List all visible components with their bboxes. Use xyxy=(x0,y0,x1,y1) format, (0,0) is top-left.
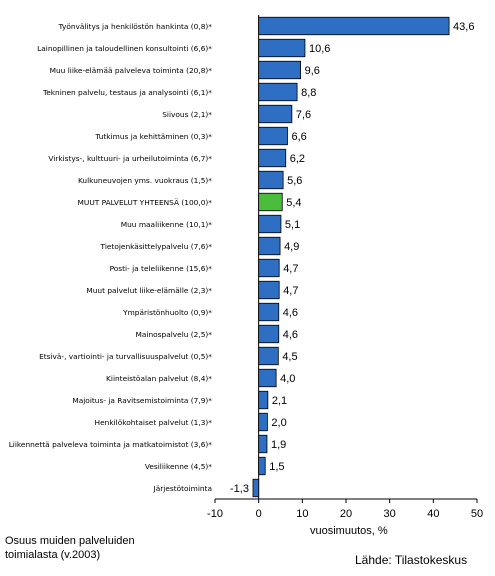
bar xyxy=(258,346,279,366)
category-label: Virkistys-, kulttuuri- ja urheilutoimint… xyxy=(48,154,212,163)
bar xyxy=(258,16,450,36)
bar xyxy=(258,434,268,454)
footnote: Osuus muiden palveluiden toimialasta (v.… xyxy=(5,534,135,562)
data-label: 4,5 xyxy=(282,351,297,363)
plot-area: -10 0 10 20 30 40 50 Työnvälitys ja henkilöstön… xyxy=(9,15,483,520)
category-label: Muu liike-elämää palveleva toiminta (20,… xyxy=(50,66,213,75)
bar xyxy=(258,324,280,344)
bar xyxy=(252,478,260,498)
bar xyxy=(258,170,284,190)
category-label: Kulkuneuvojen yms. vuokraus (1,5)* xyxy=(78,176,212,185)
bar xyxy=(258,258,280,278)
bar xyxy=(258,126,288,146)
category-label: Majoitus- ja Ravitsemistoiminta (7,9)* xyxy=(72,396,212,405)
bar xyxy=(258,60,301,80)
data-label: 5,6 xyxy=(287,175,302,187)
category-label: Siivous (2,1)* xyxy=(162,110,212,119)
source-note: Lähde: Tilastokeskus xyxy=(355,553,468,567)
category-label: Kiinteistöalan palvelut (8,4)* xyxy=(106,374,212,383)
data-label: 43,6 xyxy=(453,21,474,33)
data-label: 6,2 xyxy=(290,153,305,165)
data-label: -1,3 xyxy=(230,483,249,495)
data-label: 4,6 xyxy=(283,329,298,341)
data-label: 4,0 xyxy=(280,373,295,385)
category-label: Posti- ja teleliikenne (15,6)* xyxy=(110,264,213,273)
data-label: 4,9 xyxy=(284,241,299,253)
x-tick-label: 20 xyxy=(340,508,352,520)
data-label: 7,6 xyxy=(296,109,311,121)
data-label: 1,5 xyxy=(269,461,284,473)
x-tick-label: 50 xyxy=(471,508,483,520)
category-label: Ympäristönhuolto (0,9)* xyxy=(122,308,212,317)
category-label: Muu maaliikenne (10,1)* xyxy=(121,220,213,229)
x-tick-label: 30 xyxy=(384,508,396,520)
bar xyxy=(258,302,280,322)
data-label: 4,7 xyxy=(283,285,298,297)
data-label: 5,4 xyxy=(286,197,301,209)
bar xyxy=(258,236,281,256)
category-label: Järjestötoiminta xyxy=(153,484,212,493)
x-tick-label: 10 xyxy=(296,508,308,520)
data-label: 2,0 xyxy=(271,417,286,429)
category-label: Henkilökohtaiset palvelut (1,3)* xyxy=(95,418,213,427)
footnote-line-1: Osuus muiden palveluiden xyxy=(5,535,135,547)
bar xyxy=(258,104,293,124)
x-axis-label: vuosimuutos, % xyxy=(310,525,388,537)
bar xyxy=(258,456,266,476)
data-label: 4,6 xyxy=(283,307,298,319)
footnote-line-2: toimialasta (v.2003) xyxy=(5,549,101,561)
bar xyxy=(258,148,287,168)
category-label: Työnvälitys ja henkilöstön hankinta (0,8… xyxy=(58,22,213,31)
data-label: 1,9 xyxy=(271,439,286,451)
bar xyxy=(258,192,283,212)
data-label: 5,1 xyxy=(285,219,300,231)
data-label: 8,8 xyxy=(301,87,316,99)
bar xyxy=(258,38,306,58)
data-label: 6,6 xyxy=(291,131,306,143)
category-label: Mainospalvelu (2,5)* xyxy=(135,330,212,339)
bar xyxy=(258,82,298,102)
data-label: 10,6 xyxy=(309,43,330,55)
data-label: 4,7 xyxy=(283,263,298,275)
category-label: Tutkimus ja kehittäminen (0,3)* xyxy=(94,132,212,141)
category-label: Tietojenkäsittelypalvelu (7,6)* xyxy=(100,242,213,251)
category-label: Lainopillinen ja taloudellinen konsultoi… xyxy=(37,44,212,53)
bar xyxy=(258,214,282,234)
data-label: 9,6 xyxy=(305,65,320,77)
category-label: MUUT PALVELUT YHTEENSÄ (100,0)* xyxy=(78,198,213,207)
bar xyxy=(258,412,268,432)
bar xyxy=(258,368,277,388)
bar xyxy=(258,280,280,300)
category-label: Vesiliikenne (4,5)* xyxy=(145,462,212,471)
bar xyxy=(258,390,269,410)
x-tick-label: -10 xyxy=(207,508,223,520)
category-label: Etsivä-, vartiointi- ja turvallisuuspalv… xyxy=(39,352,212,361)
x-tick-label: 40 xyxy=(427,508,439,520)
category-label: Liikennettä palveleva toiminta ja matkat… xyxy=(9,440,213,449)
x-tick-label: 0 xyxy=(256,508,262,520)
category-label: Tekninen palvelu, testaus ja analysointi… xyxy=(42,88,212,97)
category-label: Muut palvelut liike-elämälle (2,3)* xyxy=(86,286,212,295)
data-label: 2,1 xyxy=(272,395,287,407)
